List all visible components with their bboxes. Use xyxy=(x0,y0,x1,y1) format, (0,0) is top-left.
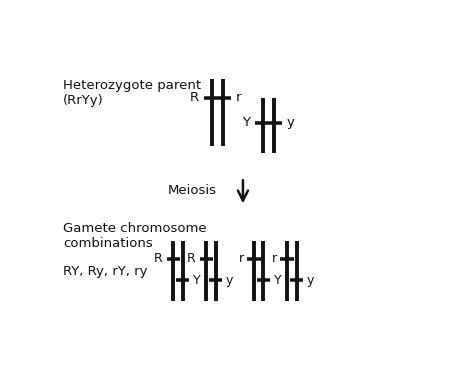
Text: Meiosis: Meiosis xyxy=(168,184,217,197)
Text: R: R xyxy=(187,252,196,265)
Text: Y: Y xyxy=(242,116,250,129)
Text: r: r xyxy=(238,252,244,265)
Text: R: R xyxy=(190,92,199,104)
Text: y: y xyxy=(307,273,314,286)
Text: Heterozygote parent
(RrYy): Heterozygote parent (RrYy) xyxy=(63,79,201,107)
Text: Y: Y xyxy=(193,273,201,286)
Text: Gamete chromosome
combinations: Gamete chromosome combinations xyxy=(63,222,207,250)
Text: r: r xyxy=(236,92,241,104)
Text: y: y xyxy=(226,273,233,286)
Text: Y: Y xyxy=(274,273,282,286)
Text: R: R xyxy=(154,252,163,265)
Text: r: r xyxy=(272,252,277,265)
Text: y: y xyxy=(287,116,295,129)
Text: RY, Ry, rY, ry: RY, Ry, rY, ry xyxy=(63,265,147,278)
